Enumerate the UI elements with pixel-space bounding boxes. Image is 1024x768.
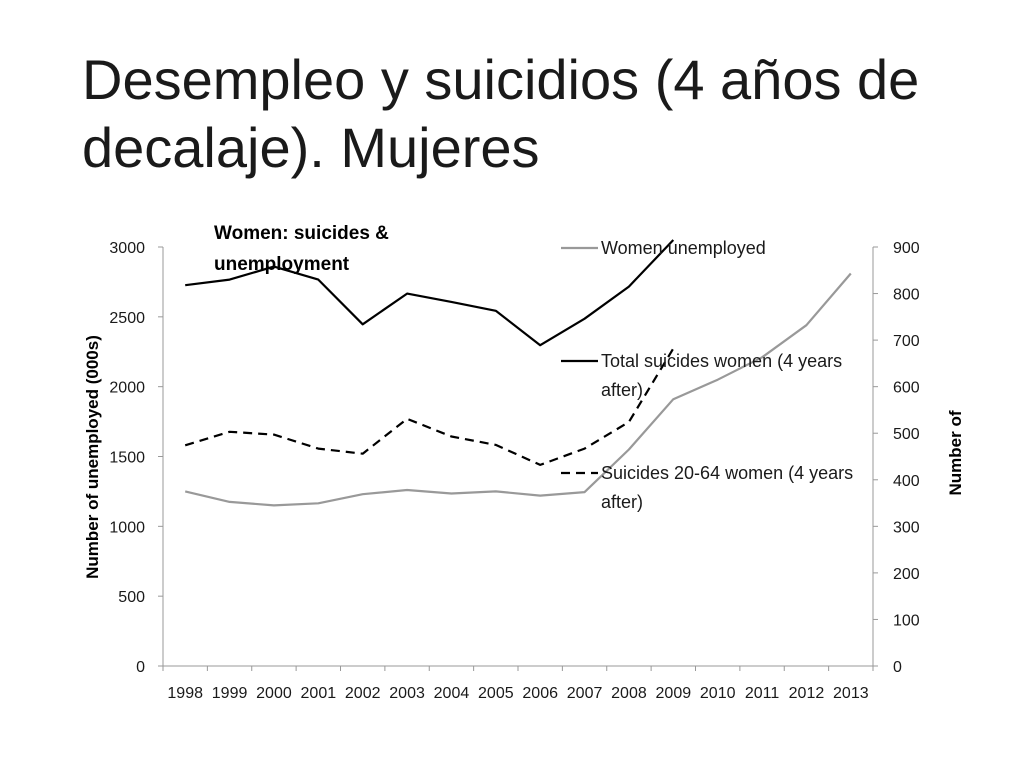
x-tick-label: 2008: [611, 685, 647, 702]
y2-tick-label: 400: [893, 473, 920, 490]
chart-axes: 0 500 1000 1500 2000 2500 3000 0 100 200 300 400 500…: [109, 240, 919, 702]
x-tick-label: 2013: [833, 685, 869, 702]
y2-tick-label: 900: [893, 240, 920, 257]
legend-label: Suicides 20-64 women (4 years: [601, 463, 853, 483]
y2-tick-label: 700: [893, 333, 920, 350]
x-tick-label: 2005: [478, 685, 514, 702]
x-tick-label: 2012: [789, 685, 825, 702]
x-tick-label: 2003: [389, 685, 425, 702]
x-tick-label: 2006: [522, 685, 558, 702]
y2-tick-label: 500: [893, 426, 920, 443]
y-tick-label: 0: [136, 659, 145, 676]
y-tick-label: 3000: [109, 240, 145, 257]
y2-tick-label: 100: [893, 612, 920, 629]
chart-title: Women: suicides &: [214, 223, 389, 244]
y2-tick-label: 300: [893, 519, 920, 536]
x-tick-label: 1999: [212, 685, 248, 702]
y-axis-title: Number of unemployed (000s): [83, 335, 102, 579]
y-tick-label: 500: [118, 589, 145, 606]
legend-label: Total suicides women (4 years: [601, 351, 842, 371]
x-tick-label: 2010: [700, 685, 736, 702]
x-tick-label: 1998: [167, 685, 203, 702]
chart-legend: Women unemployed Total suicides women (4 …: [561, 238, 853, 512]
legend-label: after): [601, 492, 643, 512]
y2-tick-label: 800: [893, 287, 920, 304]
series-line-2: [185, 239, 675, 347]
chart-series-layer: [184, 239, 852, 507]
y2-tick-label: 200: [893, 566, 920, 583]
slide-title: Desempleo y suicidios (4 años de decalaj…: [82, 48, 920, 179]
y2-tick-label: 600: [893, 380, 920, 397]
x-tick-label: 2004: [434, 685, 470, 702]
y-tick-label: 2500: [109, 310, 145, 327]
y-tick-label: 2000: [109, 380, 145, 397]
legend-label: Women unemployed: [601, 238, 766, 258]
x-tick-label: 2001: [301, 685, 337, 702]
y2-axis-title: Number of: [946, 410, 965, 495]
x-tick-label: 2000: [256, 685, 292, 702]
chart-title: unemployment: [214, 254, 350, 275]
y2-tick-label: 0: [893, 659, 902, 676]
y-tick-label: 1500: [109, 450, 145, 467]
series-line-3: [184, 347, 675, 466]
series-line-1: [184, 272, 852, 507]
x-tick-label: 2002: [345, 685, 381, 702]
legend-label: after): [601, 380, 643, 400]
x-tick-label: 2011: [745, 685, 780, 702]
x-tick-label: 2007: [567, 685, 603, 702]
y-tick-label: 1000: [109, 519, 145, 536]
chart-labels: Women: suicides & unemployment Number of u…: [83, 223, 965, 579]
x-tick-label: 2009: [656, 685, 692, 702]
